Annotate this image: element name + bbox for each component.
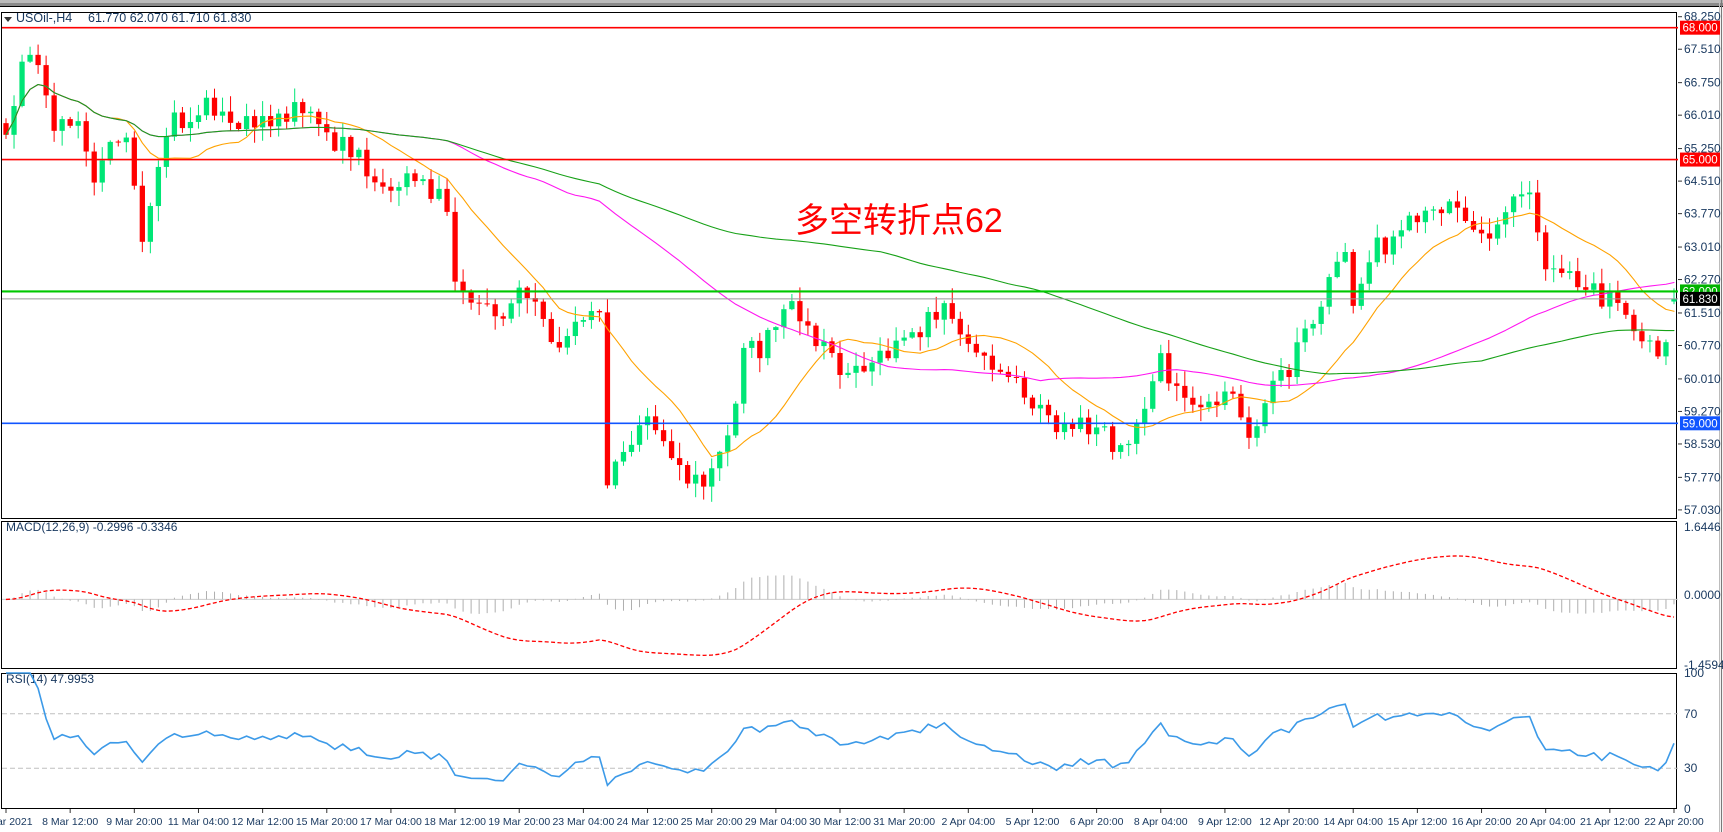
svg-text:57.030: 57.030 (1684, 503, 1721, 517)
svg-text:21 Apr 12:00: 21 Apr 12:00 (1580, 816, 1640, 828)
svg-text:65.000: 65.000 (1683, 155, 1718, 167)
svg-text:8 Apr 04:00: 8 Apr 04:00 (1134, 816, 1188, 828)
svg-text:24 Mar 12:00: 24 Mar 12:00 (617, 816, 679, 828)
svg-text:6 Apr 20:00: 6 Apr 20:00 (1070, 816, 1124, 828)
svg-text:9 Apr 12:00: 9 Apr 12:00 (1198, 816, 1252, 828)
svg-text:15 Apr 12:00: 15 Apr 12:00 (1388, 816, 1448, 828)
svg-text:67.510: 67.510 (1684, 42, 1721, 56)
svg-text:17 Mar 04:00: 17 Mar 04:00 (360, 816, 422, 828)
svg-text:2 Apr 04:00: 2 Apr 04:00 (941, 816, 995, 828)
svg-text:25 Mar 20:00: 25 Mar 20:00 (681, 816, 743, 828)
svg-text:61.510: 61.510 (1684, 306, 1721, 320)
svg-text:60.770: 60.770 (1684, 339, 1721, 353)
svg-text:9 Mar 20:00: 9 Mar 20:00 (106, 816, 162, 828)
svg-text:15 Mar 20:00: 15 Mar 20:00 (296, 816, 358, 828)
svg-text:22 Apr 20:00: 22 Apr 20:00 (1644, 816, 1704, 828)
svg-text:70: 70 (1684, 707, 1698, 721)
svg-text:68.000: 68.000 (1683, 23, 1718, 35)
svg-text:RSI(14) 47.9953: RSI(14) 47.9953 (6, 672, 94, 686)
svg-text:58.530: 58.530 (1684, 437, 1721, 451)
svg-text:1.6446: 1.6446 (1684, 520, 1721, 534)
svg-text:64.510: 64.510 (1684, 174, 1721, 188)
svg-text:16 Apr 20:00: 16 Apr 20:00 (1452, 816, 1512, 828)
svg-text:14 Apr 04:00: 14 Apr 04:00 (1323, 816, 1383, 828)
svg-text:60.010: 60.010 (1684, 372, 1721, 386)
svg-text:8 Mar 12:00: 8 Mar 12:00 (42, 816, 98, 828)
svg-text:5 Mar 2021: 5 Mar 2021 (0, 816, 33, 828)
svg-text:57.770: 57.770 (1684, 470, 1721, 484)
svg-text:20 Apr 04:00: 20 Apr 04:00 (1516, 816, 1576, 828)
svg-text:59.000: 59.000 (1683, 418, 1718, 430)
svg-text:MACD(12,26,9) -0.2996 -0.3346: MACD(12,26,9) -0.2996 -0.3346 (6, 520, 178, 534)
svg-text:63.010: 63.010 (1684, 240, 1721, 254)
svg-text:18 Mar 12:00: 18 Mar 12:00 (424, 816, 486, 828)
svg-text:66.010: 66.010 (1684, 108, 1721, 122)
svg-text:5 Apr 12:00: 5 Apr 12:00 (1006, 816, 1060, 828)
svg-text:多空转折点62: 多空转折点62 (795, 202, 1003, 240)
svg-text:66.750: 66.750 (1684, 76, 1721, 90)
svg-text:23 Mar 04:00: 23 Mar 04:00 (552, 816, 614, 828)
svg-text:30: 30 (1684, 761, 1698, 775)
svg-text:30 Mar 12:00: 30 Mar 12:00 (809, 816, 871, 828)
svg-text:12 Mar 12:00: 12 Mar 12:00 (232, 816, 294, 828)
svg-text:61.830: 61.830 (1683, 294, 1718, 306)
svg-text:31 Mar 20:00: 31 Mar 20:00 (873, 816, 935, 828)
svg-text:29 Mar 04:00: 29 Mar 04:00 (745, 816, 807, 828)
svg-text:0.0000: 0.0000 (1684, 588, 1721, 602)
svg-text:63.770: 63.770 (1684, 207, 1721, 221)
svg-text:12 Apr 20:00: 12 Apr 20:00 (1259, 816, 1319, 828)
svg-text:0: 0 (1684, 802, 1691, 816)
svg-text:19 Mar 20:00: 19 Mar 20:00 (488, 816, 550, 828)
svg-text:100: 100 (1684, 666, 1704, 680)
svg-text:11 Mar 04:00: 11 Mar 04:00 (168, 816, 229, 828)
svg-text:61.770 62.070 61.710 61.830: 61.770 62.070 61.710 61.830 (88, 11, 251, 25)
svg-text:USOil-,H4: USOil-,H4 (16, 11, 72, 25)
